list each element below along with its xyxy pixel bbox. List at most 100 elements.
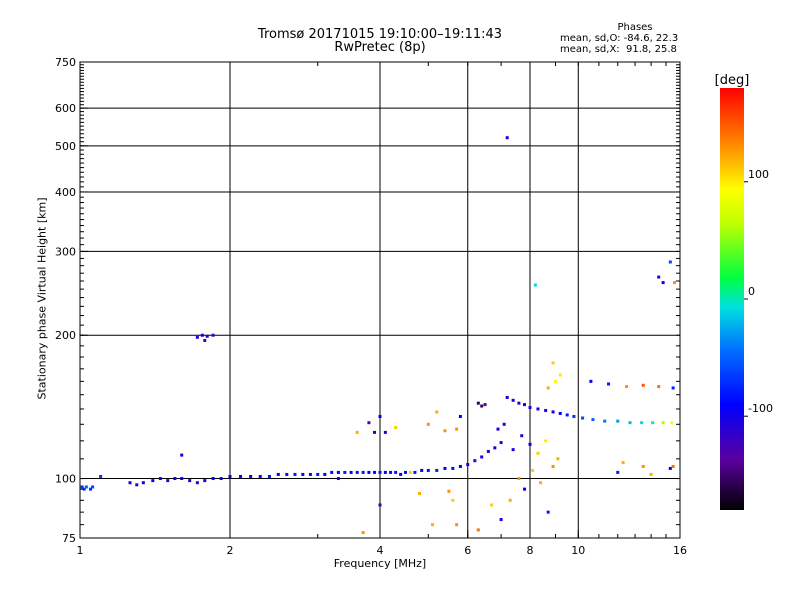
echo-point — [431, 523, 435, 527]
colorbar-tick-label: -100 — [748, 402, 773, 415]
phase-stats-title: Phases — [617, 22, 653, 33]
echo-point — [336, 477, 340, 481]
echo-point — [480, 455, 484, 459]
echo-point — [205, 334, 209, 338]
echo-point — [668, 260, 672, 264]
echo-point — [523, 403, 527, 407]
echo-point — [536, 451, 540, 455]
echo-point — [558, 373, 562, 377]
x-tick-label: 8 — [527, 544, 534, 557]
echo-point — [528, 442, 532, 446]
echo-point — [258, 474, 262, 478]
echo-point — [417, 492, 421, 496]
echo-point — [544, 408, 548, 412]
echo-point — [249, 474, 253, 478]
echo-point — [458, 414, 462, 418]
echo-point — [641, 464, 645, 468]
echo-point — [180, 453, 184, 457]
echo-point — [553, 379, 557, 383]
echo-point — [389, 470, 393, 474]
echo-point — [82, 487, 86, 491]
echo-point — [641, 383, 645, 387]
echo-point — [367, 421, 371, 425]
echo-point — [483, 403, 487, 407]
x-tick-label: 16 — [673, 544, 687, 557]
echo-point — [239, 474, 243, 478]
echo-point — [173, 477, 177, 481]
echo-point — [621, 461, 625, 465]
echo-point — [203, 479, 207, 483]
echo-point — [591, 418, 595, 422]
echo-point — [166, 479, 170, 483]
echo-point — [203, 338, 207, 342]
echo-point — [657, 275, 661, 279]
echo-point — [378, 503, 382, 507]
echo-point — [511, 448, 515, 452]
echo-point — [539, 481, 543, 485]
y-tick-label: 200 — [55, 329, 76, 342]
echo-point — [546, 386, 550, 390]
echo-point — [195, 481, 199, 485]
echo-point — [640, 421, 644, 425]
echo-point — [316, 472, 320, 476]
x-tick-label: 10 — [571, 544, 585, 557]
echo-point — [426, 468, 430, 472]
chart-title: Tromsø 20171015 19:10:00–19:11:43 — [257, 27, 503, 42]
echo-point — [671, 464, 675, 468]
echo-point — [373, 470, 377, 474]
echo-point — [581, 416, 585, 420]
y-tick-label: 300 — [55, 245, 76, 258]
x-axis-label: Frequency [MHz] — [333, 557, 427, 570]
echo-point — [219, 477, 223, 481]
echo-point — [505, 136, 509, 140]
echo-point — [330, 470, 334, 474]
echo-point — [499, 518, 503, 522]
echo-point — [195, 335, 199, 339]
echo-point — [84, 485, 88, 489]
echo-point — [531, 468, 535, 472]
echo-point — [628, 421, 632, 425]
echo-point — [473, 459, 477, 463]
echo-point — [361, 531, 365, 535]
echo-point — [523, 487, 527, 491]
echo-point — [99, 474, 103, 478]
echo-point — [128, 481, 132, 485]
echo-point — [435, 468, 439, 472]
echo-point — [505, 395, 509, 399]
echo-point — [158, 477, 162, 481]
echo-point — [403, 470, 407, 474]
y-axis-label: Stationary phase Virtual Height [km] — [35, 197, 49, 400]
y-tick-label: 400 — [55, 186, 76, 199]
echo-point — [361, 470, 365, 474]
chart-subtitle: RwPretec (8p) — [334, 40, 426, 55]
echo-point — [301, 472, 305, 476]
echo-point — [480, 404, 484, 408]
echo-point — [625, 385, 629, 389]
y-tick-label: 75 — [62, 532, 76, 545]
echo-point — [551, 410, 555, 414]
echo-point — [558, 411, 562, 415]
echo-point — [355, 430, 359, 434]
echo-point — [378, 414, 382, 418]
echo-point — [616, 419, 620, 423]
echo-point — [466, 463, 470, 467]
phase-stats-o: mean, sd,O: -84.6, 22.3 — [560, 33, 679, 44]
echo-point — [486, 449, 490, 453]
echo-point — [455, 427, 459, 431]
echo-point — [413, 470, 417, 474]
echo-point — [556, 457, 560, 461]
echo-point — [520, 434, 524, 438]
echo-point — [455, 523, 459, 527]
colorbar-tick-label: 0 — [748, 285, 755, 298]
echo-point — [670, 421, 674, 425]
echo-point — [616, 470, 620, 474]
echo-point — [135, 483, 139, 487]
echo-point — [91, 485, 95, 489]
echo-point — [408, 470, 412, 474]
echo-point — [435, 410, 439, 414]
echo-point — [367, 470, 371, 474]
echo-point — [544, 439, 548, 443]
echo-point — [511, 398, 515, 402]
echo-point — [528, 406, 532, 410]
